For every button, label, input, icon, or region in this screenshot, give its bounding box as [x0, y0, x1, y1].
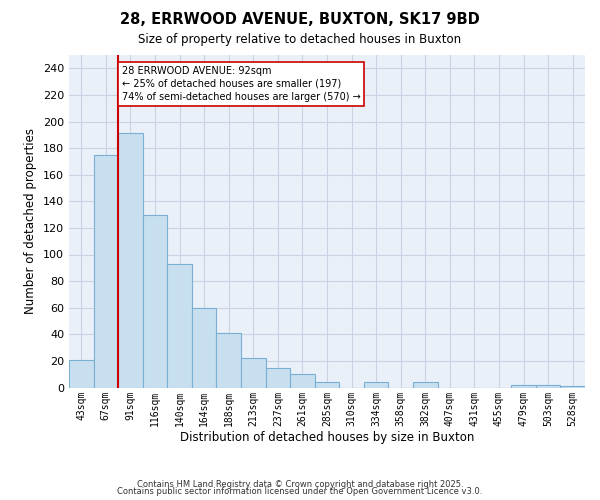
Text: Contains HM Land Registry data © Crown copyright and database right 2025.: Contains HM Land Registry data © Crown c… — [137, 480, 463, 489]
Bar — [192, 308, 217, 388]
Bar — [167, 264, 192, 388]
Bar — [364, 382, 388, 388]
Bar — [290, 374, 315, 388]
Bar — [560, 386, 585, 388]
Bar — [143, 214, 167, 388]
Text: 28 ERRWOOD AVENUE: 92sqm
← 25% of detached houses are smaller (197)
74% of semi-: 28 ERRWOOD AVENUE: 92sqm ← 25% of detach… — [122, 66, 361, 102]
Bar — [241, 358, 266, 388]
Bar — [217, 333, 241, 388]
Bar — [118, 134, 143, 388]
Text: Contains public sector information licensed under the Open Government Licence v3: Contains public sector information licen… — [118, 487, 482, 496]
Text: Size of property relative to detached houses in Buxton: Size of property relative to detached ho… — [139, 32, 461, 46]
Y-axis label: Number of detached properties: Number of detached properties — [25, 128, 37, 314]
Bar — [315, 382, 339, 388]
Bar — [266, 368, 290, 388]
X-axis label: Distribution of detached houses by size in Buxton: Distribution of detached houses by size … — [180, 431, 474, 444]
Bar — [413, 382, 437, 388]
Bar — [69, 360, 94, 388]
Bar — [536, 385, 560, 388]
Bar — [94, 155, 118, 388]
Bar — [511, 385, 536, 388]
Text: 28, ERRWOOD AVENUE, BUXTON, SK17 9BD: 28, ERRWOOD AVENUE, BUXTON, SK17 9BD — [120, 12, 480, 28]
